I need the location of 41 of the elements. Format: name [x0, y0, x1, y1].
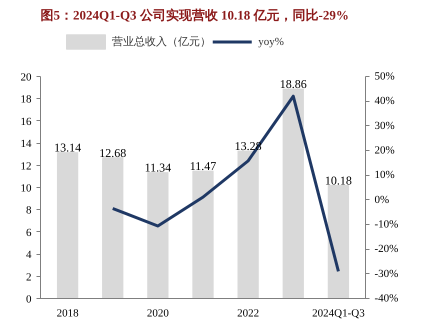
y-tick-label: 10 [20, 182, 32, 194]
bar [102, 157, 124, 298]
data-label: 12.68 [99, 146, 126, 160]
y-tick-label: 16 [20, 116, 32, 128]
y2-tick-label: 30% [374, 120, 395, 132]
y-tick-label: 12 [20, 160, 32, 172]
y-tick-label: 0 [26, 294, 32, 306]
y2-tick-label: 50% [374, 70, 395, 82]
bar [237, 150, 259, 298]
chart-title: 图5：2024Q1-Q3 公司实现营收 10.18 亿元，同比-29% [40, 8, 349, 22]
data-label: 11.34 [144, 160, 172, 175]
y-tick-label: 18 [20, 94, 32, 106]
y-tick-label: 2 [26, 271, 32, 284]
data-label: 13.14 [54, 140, 82, 155]
x-tick-label: 2022 [237, 308, 260, 320]
bar [282, 88, 304, 298]
y2-tick-label: 20% [374, 144, 395, 156]
y2-tick-label: 10% [374, 169, 395, 182]
y-tick-label: 6 [26, 226, 32, 239]
y2-tick-label: -40% [374, 292, 398, 304]
y-tick-label: 8 [26, 204, 32, 217]
y2-tick-label: -20% [374, 243, 398, 256]
data-label: 11.47 [190, 159, 216, 174]
bar [56, 152, 78, 298]
legend-label: 营业总收入（亿元） [112, 35, 211, 48]
legend-label: yoy% [258, 36, 284, 48]
bar [192, 170, 214, 298]
y2-tick-label: 0% [374, 194, 390, 206]
bar [147, 172, 169, 298]
y2-tick-label: -30% [374, 268, 398, 280]
x-tick-label: 2024Q1-Q3 [312, 308, 366, 320]
y-tick-label: 4 [26, 249, 32, 262]
y-tick-label: 20 [20, 72, 32, 84]
y2-tick-label: 40% [374, 95, 395, 108]
y-tick-label: 14 [20, 138, 32, 150]
data-label: 18.86 [280, 77, 307, 92]
y2-tick-label: -10% [374, 218, 398, 230]
data-label: 10.18 [324, 174, 352, 188]
bar [328, 185, 350, 298]
x-tick-label: 2020 [146, 308, 170, 320]
x-tick-label: 2018 [56, 308, 80, 320]
